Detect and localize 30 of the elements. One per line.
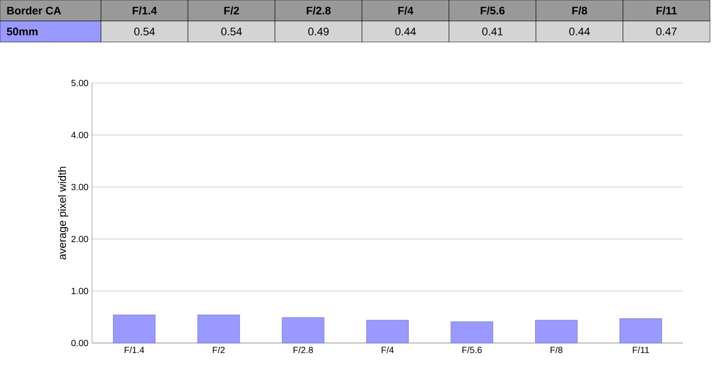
y-tick-label: 4.00 [71,132,88,138]
x-tick-label: F/8 [550,346,562,354]
data-label: 0.44 [569,28,590,36]
y-tick-label: 5.00 [71,80,88,86]
category-label: F/2.8 [306,6,331,15]
data-label: 0.54 [221,28,242,36]
x-tick-label: F/5.6 [462,346,482,354]
data-label: 0.54 [134,28,155,36]
y-tick-label: 3.00 [71,184,88,190]
x-tick-label: F/1.4 [124,346,144,354]
y-tick-label: 1.00 [72,288,88,294]
x-tick-label: F/2.8 [294,346,313,354]
category-label: F/2 [224,6,239,15]
x-tick-label: F/4 [382,346,394,354]
data-label: 0.47 [656,28,677,36]
data-label: 0.44 [395,28,416,36]
category-label: F/8 [572,6,588,15]
category-label: F/5.6 [480,6,505,15]
y-tick-label: 2.00 [71,236,88,242]
category-label: F/1.4 [132,6,157,15]
x-tick-label: F/11 [632,346,649,354]
category-label: F/4 [398,6,414,15]
chart-title: Border CA [7,6,62,15]
y-axis-title: average pixel width [58,166,68,260]
category-label: F/11 [656,6,677,15]
text: 50mm [6,28,38,36]
data-label: 0.49 [308,28,329,36]
x-tick-label: F/2 [212,346,225,354]
y-tick-label: 0.00 [71,340,88,346]
data-label: 0.41 [482,28,503,36]
